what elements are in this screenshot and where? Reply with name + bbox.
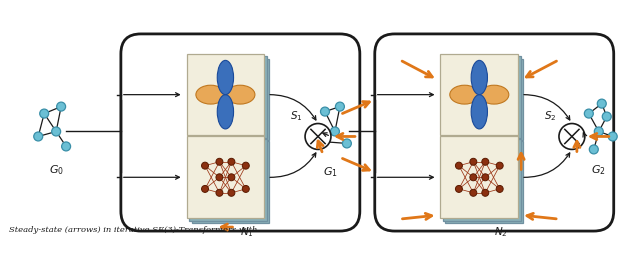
Ellipse shape <box>196 85 225 104</box>
FancyBboxPatch shape <box>191 141 269 223</box>
Ellipse shape <box>217 60 234 95</box>
Ellipse shape <box>479 85 509 104</box>
Circle shape <box>228 158 235 165</box>
Circle shape <box>342 139 351 148</box>
Circle shape <box>597 99 606 108</box>
Circle shape <box>317 137 326 146</box>
Circle shape <box>330 127 339 136</box>
FancyBboxPatch shape <box>187 54 264 135</box>
Ellipse shape <box>471 60 488 95</box>
Circle shape <box>456 162 463 169</box>
Ellipse shape <box>450 85 479 104</box>
FancyBboxPatch shape <box>440 136 518 218</box>
Circle shape <box>305 124 331 149</box>
Circle shape <box>243 185 250 192</box>
Text: Steady-state (arrows) in iterative SE(3)-Transformers with: Steady-state (arrows) in iterative SE(3)… <box>10 226 258 234</box>
FancyBboxPatch shape <box>440 54 518 135</box>
FancyBboxPatch shape <box>443 139 520 221</box>
Circle shape <box>496 185 503 192</box>
Circle shape <box>34 132 43 141</box>
Text: $S_2$: $S_2$ <box>543 109 556 123</box>
Circle shape <box>470 189 477 196</box>
Circle shape <box>321 107 330 116</box>
Circle shape <box>482 189 489 196</box>
Circle shape <box>482 158 489 165</box>
Circle shape <box>61 142 70 151</box>
Circle shape <box>40 109 49 118</box>
Text: $S_1$: $S_1$ <box>289 109 302 123</box>
Circle shape <box>456 185 463 192</box>
Text: $N_2$: $N_2$ <box>494 225 508 239</box>
Circle shape <box>602 112 611 121</box>
Circle shape <box>216 174 223 181</box>
Text: $G_0$: $G_0$ <box>49 163 63 177</box>
Text: $G_1$: $G_1$ <box>323 165 337 179</box>
Circle shape <box>559 124 585 149</box>
Circle shape <box>57 102 66 111</box>
Text: $G_2$: $G_2$ <box>591 163 606 177</box>
Circle shape <box>482 174 489 181</box>
FancyBboxPatch shape <box>189 139 267 221</box>
Circle shape <box>496 162 503 169</box>
Circle shape <box>216 158 223 165</box>
Circle shape <box>595 127 604 136</box>
Ellipse shape <box>225 85 255 104</box>
Circle shape <box>228 189 235 196</box>
FancyBboxPatch shape <box>189 56 267 138</box>
Circle shape <box>589 145 598 154</box>
Circle shape <box>584 109 593 118</box>
FancyBboxPatch shape <box>445 141 523 223</box>
FancyBboxPatch shape <box>191 59 269 140</box>
FancyBboxPatch shape <box>443 56 520 138</box>
Circle shape <box>228 174 235 181</box>
Circle shape <box>608 132 617 141</box>
Circle shape <box>52 127 61 136</box>
FancyBboxPatch shape <box>187 136 264 218</box>
Circle shape <box>243 162 250 169</box>
Ellipse shape <box>217 95 234 129</box>
Text: $N_1$: $N_1$ <box>241 225 254 239</box>
Ellipse shape <box>471 95 488 129</box>
Circle shape <box>470 174 477 181</box>
FancyBboxPatch shape <box>445 59 523 140</box>
Circle shape <box>335 102 344 111</box>
Circle shape <box>202 185 209 192</box>
Circle shape <box>202 162 209 169</box>
Circle shape <box>470 158 477 165</box>
Circle shape <box>216 189 223 196</box>
